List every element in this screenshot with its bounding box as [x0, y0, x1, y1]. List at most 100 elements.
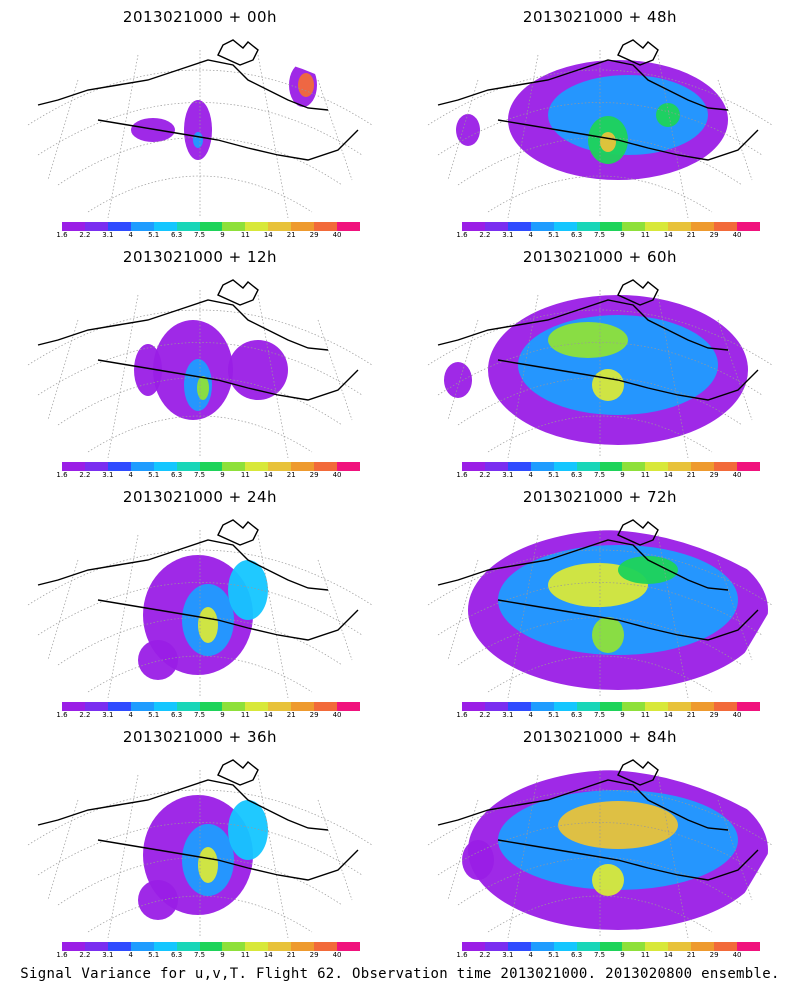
legend-swatch: [222, 942, 246, 951]
coastline: [437, 759, 759, 881]
legend-tick-label: 7.5: [593, 951, 606, 959]
legend-tick-label: 9: [220, 471, 225, 479]
legend-swatch: [668, 942, 692, 951]
legend-swatch: [714, 942, 738, 951]
legend-tick-label: 1.6: [456, 471, 468, 479]
variance-contour: [592, 617, 624, 653]
legend-tick-label: 7.5: [593, 471, 606, 479]
legend-tick-label: 29: [709, 471, 719, 479]
legend-tick-label: 9: [220, 231, 225, 239]
variance-contour: [228, 560, 268, 620]
legend-tick-label: 14: [263, 231, 273, 239]
variance-contour: [193, 132, 203, 148]
legend-tick-label: 21: [686, 471, 696, 479]
legend-swatch: [691, 462, 715, 471]
panel-title: 2013021000 + 72h: [522, 488, 678, 506]
legend-tick-label: 7.5: [193, 231, 206, 239]
legend-tick-label: 21: [286, 951, 296, 959]
variance-contour: [198, 847, 218, 883]
variance-contour: [592, 369, 624, 401]
legend-swatch: [714, 462, 738, 471]
coastline: [37, 759, 359, 881]
legend-tick-label: 11: [240, 951, 250, 959]
legend-swatch: [668, 702, 692, 711]
map-panel: 2013021000 + 12h 1.6 2.2 3.1 4 5.1 6.3 7.5 9 11 14…: [0, 240, 400, 480]
legend-swatch: [314, 462, 338, 471]
legend-swatch: [107, 942, 131, 951]
legend-tick-label: 3.1: [502, 711, 514, 719]
legend-swatch: [222, 222, 246, 231]
legend-swatch: [130, 702, 154, 711]
legend-swatch: [62, 702, 85, 711]
legend-tick-label: 6.3: [571, 471, 583, 479]
legend-swatch: [599, 462, 623, 471]
legend-tick-label: 9: [620, 711, 625, 719]
legend-swatch: [645, 942, 669, 951]
map-panel: 2013021000 + 72h 1.6 2.2 3.1 4 5.1 6.3 7.5 9 11 14…: [400, 480, 800, 720]
legend-swatch: [622, 222, 646, 231]
legend-swatch: [107, 222, 131, 231]
variance-contour: [444, 362, 472, 398]
legend-tick-label: 3.1: [502, 231, 514, 239]
legend-swatch: [222, 702, 246, 711]
legend-tick-label: 11: [240, 231, 250, 239]
panel-title: 2013021000 + 12h: [122, 248, 278, 266]
legend-tick-label: 4: [528, 471, 533, 479]
polar-map: [27, 759, 373, 938]
variance-contour: [558, 801, 678, 849]
legend-tick-label: 2.2: [79, 471, 91, 479]
legend-swatch: [507, 942, 531, 951]
variance-contour: [198, 607, 218, 643]
map-panel: 2013021000 + 00h 1.6 2.2 3.1 4 5.1 6.3 7.5 9 11 14…: [0, 0, 400, 240]
legend-tick-label: 11: [240, 711, 250, 719]
legend-tick-label: 14: [263, 711, 273, 719]
legend-swatch: [714, 222, 738, 231]
color-legend: 1.6 2.2 3.1 4 5.1 6.3 7.5 9 11 14 21 29 40: [56, 462, 360, 480]
legend-tick-label: 6.3: [171, 951, 183, 959]
legend-tick-label: 29: [309, 711, 319, 719]
legend-swatch: [553, 702, 577, 711]
legend-swatch: [245, 702, 269, 711]
variance-contour: [197, 376, 209, 400]
legend-tick-label: 1.6: [56, 231, 68, 239]
legend-swatch: [337, 702, 360, 711]
legend-swatch: [291, 462, 315, 471]
legend-tick-label: 40: [732, 231, 742, 239]
legend-swatch: [645, 462, 669, 471]
legend-swatch: [462, 462, 485, 471]
legend-swatch: [576, 942, 600, 951]
legend-tick-label: 40: [732, 711, 742, 719]
legend-swatch: [714, 702, 738, 711]
legend-tick-label: 9: [220, 951, 225, 959]
legend-swatch: [691, 702, 715, 711]
panel-title: 2013021000 + 00h: [122, 8, 278, 26]
legend-tick-label: 4: [528, 711, 533, 719]
variance-contour: [592, 864, 624, 896]
variance-contour: [298, 73, 314, 97]
legend-tick-label: 5.1: [148, 951, 160, 959]
coastline: [437, 519, 759, 641]
map-panel: 2013021000 + 60h 1.6 2.2 3.1 4 5.1 6.3 7.5 9 11 14…: [400, 240, 800, 480]
legend-swatch: [268, 702, 292, 711]
legend-swatch: [222, 462, 246, 471]
legend-tick-label: 29: [309, 231, 319, 239]
legend-tick-label: 2.2: [79, 711, 91, 719]
variance-contour: [228, 340, 288, 400]
legend-swatch: [530, 462, 554, 471]
legend-swatch: [84, 702, 108, 711]
legend-tick-label: 14: [663, 711, 673, 719]
legend-swatch: [507, 462, 531, 471]
legend-tick-label: 7.5: [593, 231, 606, 239]
legend-swatch: [553, 222, 577, 231]
legend-tick-label: 14: [263, 471, 273, 479]
legend-tick-label: 14: [663, 231, 673, 239]
legend-swatch: [291, 702, 315, 711]
legend-tick-label: 1.6: [56, 711, 68, 719]
legend-swatch: [153, 942, 177, 951]
legend-swatch: [245, 942, 269, 951]
legend-tick-label: 6.3: [571, 711, 583, 719]
graticule: [27, 50, 373, 218]
legend-tick-label: 3.1: [102, 951, 114, 959]
color-legend: 1.6 2.2 3.1 4 5.1 6.3 7.5 9 11 14 21 29 40: [456, 222, 760, 240]
legend-swatch: [84, 942, 108, 951]
